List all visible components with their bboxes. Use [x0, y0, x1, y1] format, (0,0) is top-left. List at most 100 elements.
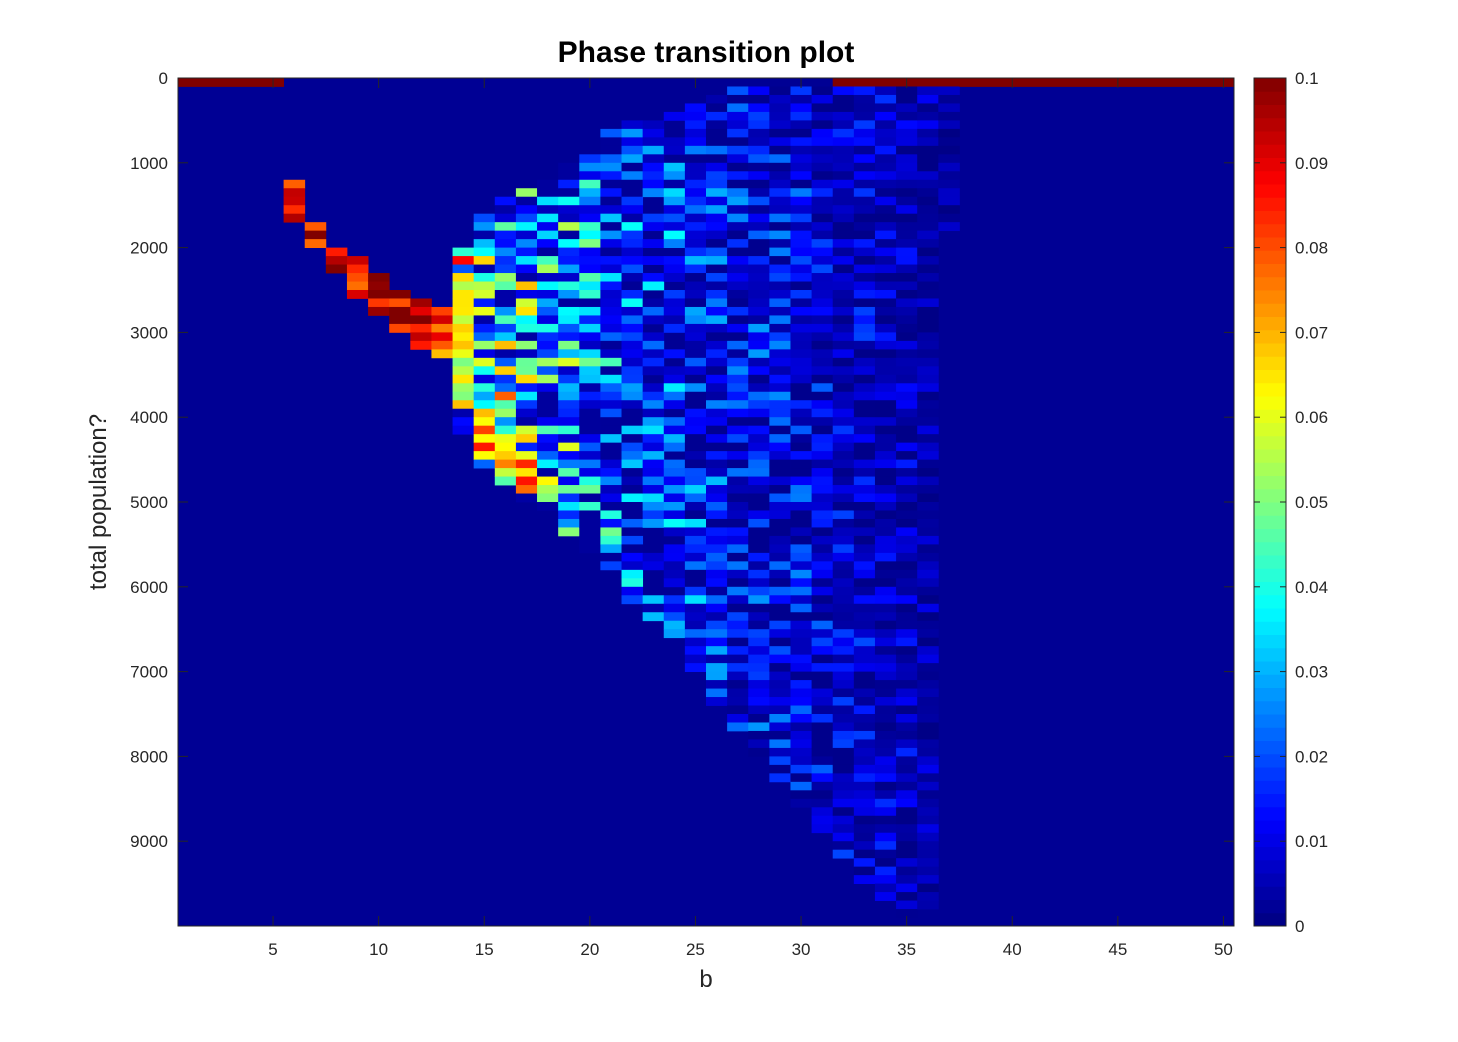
heatmap-cell — [642, 561, 665, 571]
heatmap-cell — [621, 230, 644, 240]
heatmap-cell — [642, 485, 665, 494]
heatmap-cell — [811, 781, 834, 791]
heatmap-cell — [853, 323, 876, 333]
heatmap-cell — [663, 442, 686, 452]
heatmap-cell — [748, 518, 770, 528]
heatmap-cell — [642, 357, 665, 367]
heatmap-cell — [621, 162, 644, 172]
heatmap-cell — [494, 323, 517, 333]
heatmap-cell — [874, 205, 897, 215]
heatmap-cell — [663, 578, 686, 588]
heatmap-cell — [917, 900, 939, 910]
heatmap-cell — [748, 451, 770, 460]
heatmap-cell — [706, 264, 728, 274]
heatmap-cell — [706, 493, 728, 503]
colorbar-segment — [1254, 740, 1286, 755]
heatmap-cell — [515, 366, 538, 376]
heatmap-cell — [917, 188, 939, 198]
colorbar-segment — [1254, 263, 1286, 278]
x-tick-label: 10 — [369, 940, 388, 959]
heatmap-cell — [790, 476, 812, 486]
heatmap-cell — [346, 273, 369, 282]
heatmap-cell — [452, 400, 475, 410]
heatmap-cell — [579, 239, 601, 248]
heatmap-cell — [832, 137, 855, 147]
heatmap-cell — [748, 739, 770, 749]
heatmap-cell — [727, 552, 749, 562]
heatmap-cell — [853, 637, 876, 647]
heatmap-cell — [790, 544, 812, 554]
heatmap-cell — [769, 94, 791, 104]
heatmap-cell — [452, 323, 475, 333]
heatmap-cell — [896, 281, 918, 291]
heatmap-cell — [558, 417, 580, 427]
heatmap-cell — [515, 383, 538, 393]
heatmap-cell — [684, 544, 707, 554]
heatmap-cell — [790, 781, 812, 791]
heatmap-cell — [621, 417, 644, 427]
heatmap-cell — [473, 264, 496, 274]
heatmap-cell — [917, 892, 939, 901]
heatmap-cell — [790, 374, 812, 384]
heatmap-cell — [537, 374, 559, 384]
heatmap-cell — [727, 697, 749, 706]
heatmap-cell — [769, 663, 791, 672]
heatmap-cell — [642, 442, 665, 452]
heatmap-cell — [727, 468, 749, 477]
heatmap-cell — [748, 247, 770, 257]
heatmap-cell — [452, 306, 475, 316]
heatmap-cell — [896, 188, 918, 198]
heatmap-cell — [727, 688, 749, 698]
heatmap-cell — [917, 883, 939, 893]
heatmap-cell — [706, 383, 728, 393]
heatmap-cell — [515, 273, 538, 282]
y-tick-label: 9000 — [130, 832, 168, 851]
heatmap-cell — [663, 306, 686, 316]
heatmap-cell — [917, 145, 939, 155]
heatmap-cell — [896, 654, 918, 664]
heatmap-cell — [600, 239, 622, 248]
colorbar-segment — [1254, 502, 1286, 516]
heatmap-cell — [642, 332, 665, 342]
heatmap-cell — [896, 205, 918, 215]
heatmap-cell — [853, 646, 876, 656]
heatmap-cell — [896, 875, 918, 884]
heatmap-cell — [748, 222, 770, 232]
heatmap-cell — [832, 680, 855, 689]
heatmap-cell — [410, 298, 432, 308]
heatmap-cell — [896, 739, 918, 749]
colorbar-segment — [1254, 117, 1286, 132]
heatmap-cell — [811, 798, 834, 808]
heatmap-cell — [558, 213, 580, 223]
heatmap-cell — [874, 578, 897, 588]
heatmap-cell — [663, 425, 686, 435]
y-tick-label: 0 — [159, 69, 168, 88]
heatmap-cell — [727, 646, 749, 656]
heatmap-cell — [917, 739, 939, 749]
heatmap-cell — [832, 764, 855, 774]
heatmap-cell — [727, 451, 749, 460]
heatmap-cell — [874, 298, 897, 308]
heatmap-cell — [874, 145, 897, 155]
heatmap-cell — [832, 366, 855, 376]
heatmap-cell — [727, 561, 749, 571]
heatmap-cell — [706, 663, 728, 672]
colorbar-segment — [1254, 674, 1286, 688]
heatmap-cell — [917, 281, 939, 291]
heatmap-cell — [917, 807, 939, 817]
heatmap-cell — [896, 94, 918, 104]
heatmap-cell — [537, 256, 559, 265]
heatmap-cell — [706, 510, 728, 520]
heatmap-cell — [769, 671, 791, 681]
heatmap-cell — [811, 196, 834, 206]
heatmap-cell — [558, 323, 580, 333]
heatmap-cell — [600, 425, 622, 435]
heatmap-cell — [494, 315, 517, 325]
heatmap-cell — [663, 603, 686, 613]
heatmap-cell — [579, 527, 601, 537]
heatmap-cell — [642, 434, 665, 444]
heatmap-cell — [684, 196, 707, 206]
heatmap-cell — [706, 357, 728, 367]
heatmap-cell — [790, 128, 812, 138]
heatmap-cell — [642, 171, 665, 181]
